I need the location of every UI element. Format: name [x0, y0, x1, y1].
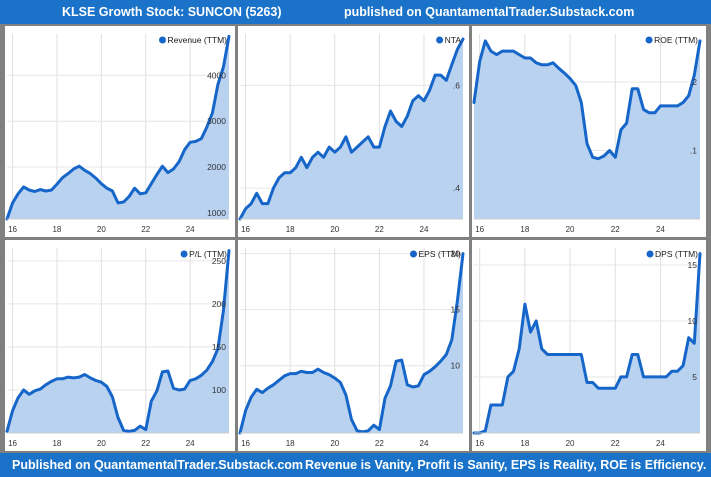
y-tick-label: 1000	[207, 208, 226, 218]
series-line	[238, 252, 465, 435]
legend: EPS (TTM)	[410, 249, 461, 259]
legend: Revenue (TTM)	[158, 35, 227, 45]
x-tick-label: 20	[566, 225, 575, 234]
series-line	[472, 39, 702, 161]
legend-label: DPS (TTM)	[655, 249, 698, 259]
series-line	[238, 37, 465, 221]
x-tick-label: 18	[286, 439, 295, 448]
y-tick-label: 15	[451, 305, 461, 315]
legend: NTA	[436, 35, 461, 45]
x-tick-label: 22	[375, 225, 384, 234]
panel-pl: 16 18 20 22 24 100 150 200 250 P/L (TTM)	[5, 240, 235, 451]
legend-label: ROE (TTM)	[654, 35, 698, 45]
x-tick-label: 18	[52, 439, 61, 448]
y-tick-label: 10	[451, 361, 461, 371]
legend-dot-icon	[158, 36, 166, 44]
x-tick-label: 18	[286, 225, 295, 234]
panel-roe: 16 18 20 22 24 .1 .2 ROE (TTM)	[472, 26, 706, 237]
x-tick-label: 18	[520, 439, 529, 448]
x-tick-label: 24	[420, 439, 429, 448]
x-tick-label: 20	[330, 439, 339, 448]
legend: DPS (TTM)	[646, 249, 698, 259]
y-tick-label: 250	[212, 256, 226, 266]
x-tick-label: 18	[520, 225, 529, 234]
x-tick-label: 24	[420, 225, 429, 234]
legend-dot-icon	[410, 250, 417, 258]
x-tick-label: 20	[97, 225, 106, 234]
bottom-banner: Published on QuantamentalTrader.Substack…	[0, 453, 711, 477]
x-tick-label: 22	[375, 439, 384, 448]
legend-dot-icon	[646, 250, 654, 258]
y-tick-label: 15	[688, 260, 698, 270]
x-tick-label: 22	[141, 439, 150, 448]
legend-label: Revenue (TTM)	[167, 35, 227, 45]
x-tick-label: 16	[241, 225, 250, 234]
series-area	[7, 250, 229, 433]
legend-label: EPS (TTM)	[419, 249, 462, 259]
series-line	[472, 252, 702, 435]
footer-publisher: Published on QuantamentalTrader.Substack…	[12, 458, 304, 472]
x-tick-label: 18	[52, 225, 61, 234]
legend: ROE (TTM)	[645, 35, 698, 45]
panel-revenue: 16 18 20 22 24 1000 2000 3000 4000 Revenue (TTM)	[5, 26, 235, 237]
y-tick-label: 100	[212, 385, 226, 395]
legend-label: P/L (TTM)	[189, 249, 227, 259]
y-tick-label: .1	[690, 145, 697, 155]
y-tick-label: 4000	[207, 70, 226, 80]
x-tick-label: 16	[241, 439, 250, 448]
x-tick-label: 20	[330, 225, 339, 234]
panel-nta: 16 18 20 22 24 .4 .6 NTA	[238, 26, 469, 237]
y-tick-label: 2000	[207, 162, 226, 172]
x-tick-label: 16	[8, 225, 17, 234]
x-tick-label: 20	[566, 439, 575, 448]
y-tick-label: 5	[692, 372, 697, 382]
x-tick-label: 22	[141, 225, 150, 234]
x-tick-label: 24	[186, 225, 195, 234]
chart-grid: 16 18 20 22 24 1000 2000 3000 4000 Revenue (TTM) …	[0, 24, 711, 453]
header-publisher: published on QuantamentalTrader.Substack…	[344, 5, 635, 19]
y-tick-label: 3000	[207, 116, 226, 126]
x-tick-label: 16	[475, 225, 484, 234]
footer-tagline: Revenue is Vanity, Profit is Sanity, EPS…	[305, 458, 707, 472]
x-tick-label: 24	[656, 439, 665, 448]
y-tick-label: 150	[212, 342, 226, 352]
y-tick-label: .4	[453, 183, 460, 193]
x-tick-label: 16	[475, 439, 484, 448]
panel-eps: 16 18 20 22 24 10 15 20 EPS (TTM)	[238, 240, 469, 451]
series-area	[474, 40, 700, 220]
legend: P/L (TTM)	[180, 249, 227, 259]
legend-dot-icon	[180, 250, 188, 258]
series-area	[240, 39, 463, 219]
y-tick-label: 10	[688, 316, 698, 326]
y-tick-label: .2	[690, 77, 697, 87]
series-line	[5, 249, 231, 433]
x-tick-label: 24	[656, 225, 665, 234]
series-area	[240, 253, 463, 433]
series-area	[474, 253, 700, 433]
legend-dot-icon	[645, 36, 653, 44]
x-tick-label: 22	[611, 439, 620, 448]
y-tick-label: .6	[453, 80, 460, 90]
x-tick-label: 16	[8, 439, 17, 448]
x-tick-label: 22	[611, 225, 620, 234]
legend-dot-icon	[436, 36, 444, 44]
y-tick-label: 20	[451, 249, 461, 259]
legend-label: NTA	[445, 35, 462, 45]
panel-dps: 16 18 20 22 24 5 10 15 DPS (TTM)	[472, 240, 706, 451]
header-title: KLSE Growth Stock: SUNCON (5263)	[62, 5, 282, 19]
series-line	[5, 34, 231, 221]
y-tick-label: 200	[212, 299, 226, 309]
x-tick-label: 20	[97, 439, 106, 448]
top-banner: KLSE Growth Stock: SUNCON (5263) publish…	[0, 0, 711, 24]
x-tick-label: 24	[186, 439, 195, 448]
series-area	[7, 36, 229, 219]
